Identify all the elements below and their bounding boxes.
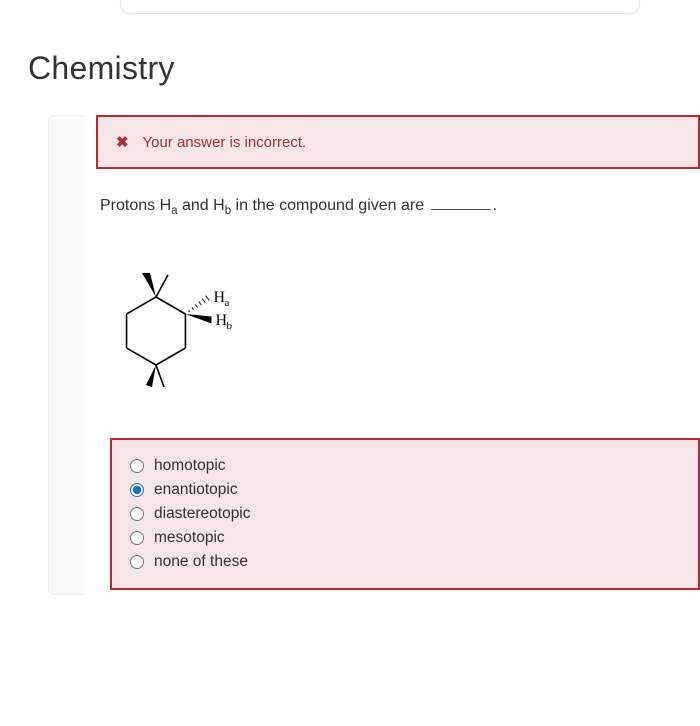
option-row[interactable]: none of these	[130, 550, 680, 574]
option-row[interactable]: diastereotopic	[130, 502, 680, 526]
option-label: diastereotopic	[154, 505, 251, 523]
answer-options: homotopic enantiotopic diastereotopic mesot…	[110, 438, 700, 590]
option-radio[interactable]	[130, 507, 144, 521]
option-label: homotopic	[154, 457, 226, 475]
svg-text:b: b	[226, 320, 232, 332]
option-radio[interactable]	[130, 531, 144, 545]
option-row[interactable]: enantiotopic	[130, 478, 680, 502]
question-stem: Protons Ha and Hb in the compound given …	[100, 197, 700, 217]
option-label: mesotopic	[154, 529, 225, 547]
svg-text:a: a	[224, 297, 229, 309]
stem-part: and H	[178, 197, 225, 214]
option-radio[interactable]	[130, 483, 144, 497]
option-row[interactable]: mesotopic	[130, 526, 680, 550]
option-label: enantiotopic	[154, 481, 238, 499]
molecule-svg: H a H b	[96, 239, 266, 409]
option-radio[interactable]	[130, 459, 144, 473]
incorrect-x-icon: ✖	[116, 134, 129, 151]
question-side-strip	[48, 115, 84, 595]
previous-card-edge	[120, 0, 640, 14]
stem-part: Protons H	[100, 197, 171, 214]
option-radio[interactable]	[130, 555, 144, 569]
feedback-banner: ✖ Your answer is incorrect.	[96, 115, 700, 169]
question-container: ✖ Your answer is incorrect. Protons Ha a…	[48, 115, 700, 595]
option-row[interactable]: homotopic	[130, 454, 680, 478]
question-body: ✖ Your answer is incorrect. Protons Ha a…	[84, 115, 700, 595]
fill-blank	[431, 209, 491, 210]
feedback-text: Your answer is incorrect.	[142, 134, 306, 151]
page-title: Chemistry	[28, 50, 700, 87]
option-label: none of these	[154, 553, 248, 571]
molecule-structure: H a H b	[96, 239, 700, 414]
stem-part: in the compound given are	[231, 197, 428, 214]
stem-part: .	[493, 197, 497, 214]
